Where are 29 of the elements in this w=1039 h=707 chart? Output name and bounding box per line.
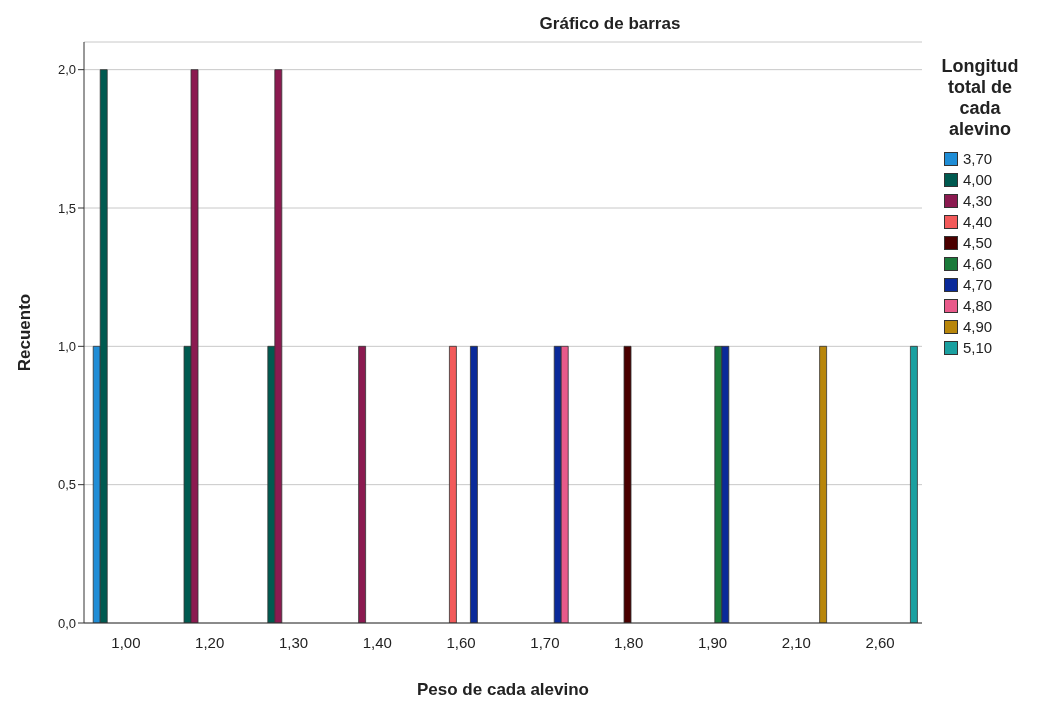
y-tick-label: 2,0 [57, 62, 76, 78]
x-tick-label: 1,60 [446, 633, 476, 651]
legend-label: 4,90 [963, 318, 993, 335]
legend-label: 4,30 [963, 192, 993, 209]
legend-title: Longitud total de cada alevino [940, 56, 1020, 140]
x-tick-label: 1,20 [195, 633, 225, 651]
legend-label: 4,50 [963, 234, 993, 251]
x-tick-label: 1,80 [614, 633, 644, 651]
x-tick-label: 1,90 [697, 633, 728, 651]
x-tick-label: 1,00 [111, 633, 141, 651]
legend-label: 3,70 [963, 150, 993, 167]
y-tick-label: 0,0 [57, 615, 76, 631]
legend-label: 4,60 [963, 255, 993, 272]
legend-label: 4,70 [963, 276, 993, 293]
x-tick-label: 1,40 [362, 633, 392, 651]
x-tick-label: 2,60 [865, 633, 895, 651]
x-tick-label: 1,30 [278, 633, 309, 651]
y-axis-title: Recuento [15, 293, 35, 372]
legend-label: 4,00 [963, 171, 993, 188]
legend-label: 4,80 [963, 297, 993, 314]
x-axis-title: Peso de cada alevino [417, 680, 589, 699]
chart-title: Gráfico de barras [538, 14, 682, 34]
legend-label: 5,10 [963, 339, 993, 356]
y-tick-label: 1,0 [57, 338, 76, 354]
legend-label: 4,40 [963, 213, 993, 230]
x-tick-label: 1,70 [530, 633, 560, 651]
x-tick-label: 2,10 [781, 633, 811, 651]
y-tick-label: 1,5 [57, 200, 76, 216]
y-tick-label: 0,5 [57, 477, 76, 493]
